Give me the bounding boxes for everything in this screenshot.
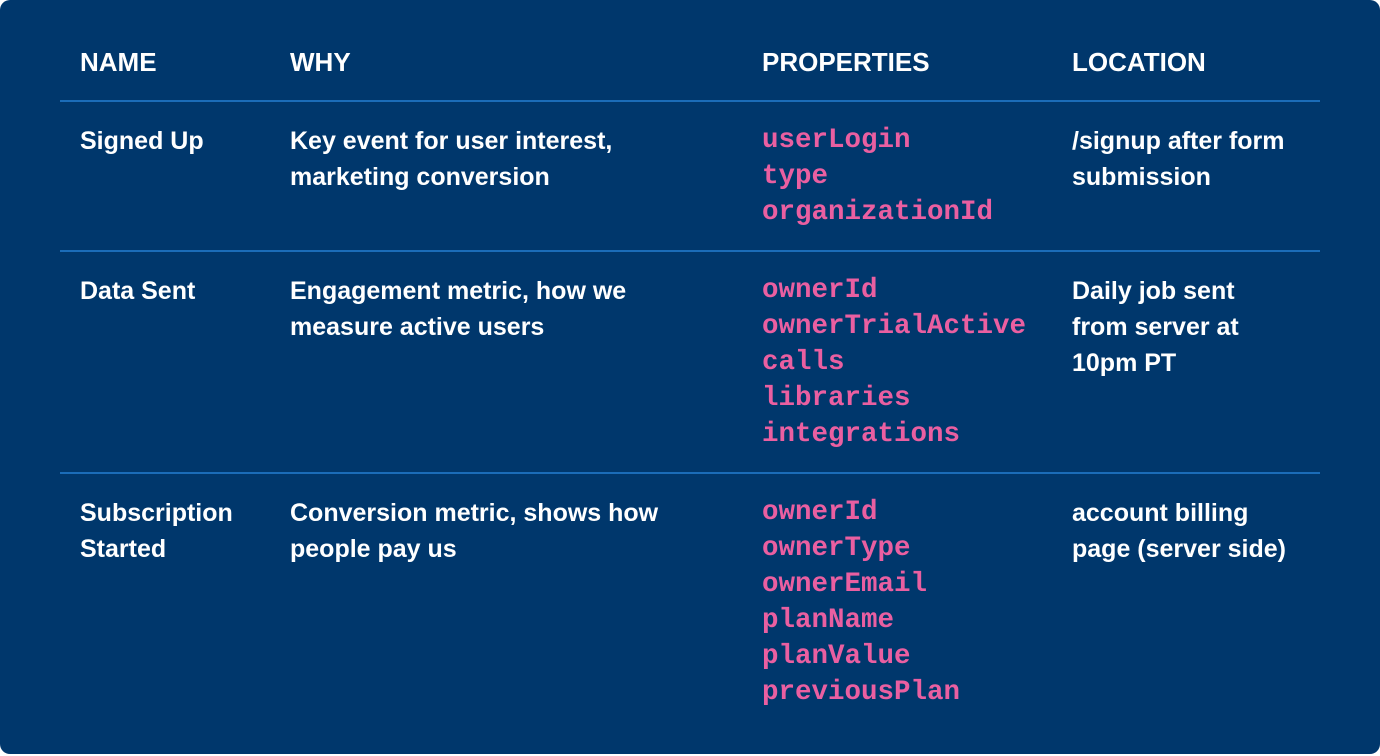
event-name: Signed Up	[80, 127, 204, 155]
property: userLogin	[762, 125, 911, 156]
property: ownerTrialActive	[762, 311, 1027, 342]
event-why: Key event for user interest, marketing c…	[290, 127, 613, 191]
property: type	[762, 161, 829, 192]
table-header: NAME WHY PROPERTIES LOCATION	[60, 44, 1320, 84]
table-row: Signed Up Key event for user interest, m…	[60, 100, 1320, 250]
property: ownerId	[762, 497, 878, 528]
table-row: Data Sent Engagement metric, how we meas…	[60, 250, 1320, 472]
event-why: Conversion metric, shows how people pay …	[290, 499, 659, 563]
property: integrations	[762, 419, 961, 450]
property: ownerId	[762, 275, 878, 306]
event-location: account billing page (server side)	[1072, 499, 1286, 563]
event-location: Daily job sent from server at 10pm PT	[1072, 277, 1239, 377]
event-location: /signup after form submission	[1072, 127, 1285, 191]
header-properties: PROPERTIES	[762, 47, 930, 77]
property: ownerEmail	[762, 569, 928, 600]
property: calls	[762, 347, 845, 378]
event-properties: userLogin type organizationId	[762, 123, 1062, 231]
event-name: Data Sent	[80, 277, 196, 305]
event-properties: ownerId ownerType ownerEmail planName pl…	[762, 495, 1062, 711]
property: ownerType	[762, 533, 911, 564]
header-name: NAME	[80, 47, 157, 77]
header-why: WHY	[290, 47, 351, 77]
property: planValue	[762, 641, 911, 672]
event-name: Subscription Started	[80, 499, 233, 563]
header-location: LOCATION	[1072, 47, 1206, 77]
property: libraries	[762, 383, 911, 414]
property: previousPlan	[762, 677, 961, 708]
property: organizationId	[762, 197, 994, 228]
event-why: Engagement metric, how we measure active…	[290, 277, 627, 341]
property: planName	[762, 605, 895, 636]
table-row: Subscription Started Conversion metric, …	[60, 472, 1320, 756]
event-properties: ownerId ownerTrialActive calls libraries…	[762, 273, 1062, 453]
